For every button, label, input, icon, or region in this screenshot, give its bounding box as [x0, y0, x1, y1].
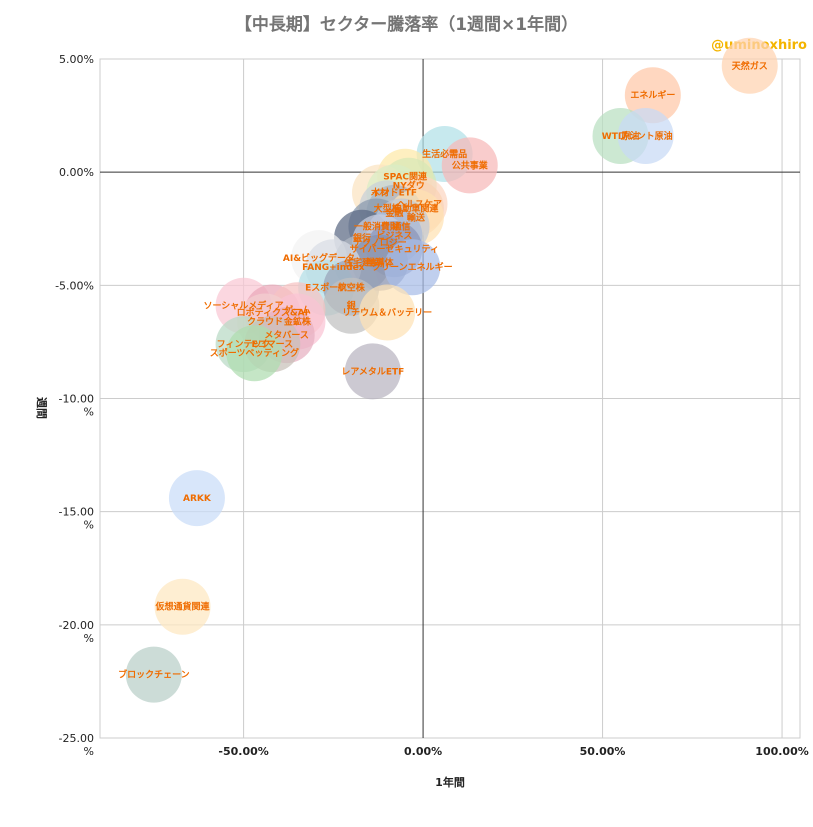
- bubble-label: NYダウ: [393, 180, 425, 192]
- bubble-label: 一般消費財: [354, 220, 399, 232]
- bubble-label: WTI原油: [602, 130, 639, 142]
- bubble-label: 仮想通貨関連: [155, 601, 211, 613]
- y-tick-label: -5.00%: [55, 279, 94, 292]
- bubble-label: 半導体: [366, 257, 394, 269]
- y-tick-label: -15.00%: [59, 506, 94, 532]
- chart-title: 【中長期】セクター騰落率（1週間×1年間）: [234, 15, 579, 35]
- grid-layer: [99, 58, 801, 739]
- bubble-label: ブレント原油: [619, 130, 673, 142]
- bubble-point[interactable]: [721, 37, 778, 94]
- bubble-label: 住宅建設: [344, 257, 381, 269]
- bubble-label: ロボティクス&AI: [237, 306, 308, 318]
- bubble-label: クリーンエネルギー: [372, 261, 453, 273]
- y-tick-label: -10.00%: [59, 393, 94, 419]
- bubble-label: エネルギー: [630, 89, 675, 101]
- bubble-label: レアメタルETF: [341, 365, 404, 377]
- x-axis-label: 1年間: [435, 775, 465, 789]
- bubble-label: FANG+index: [302, 263, 365, 273]
- bubble-label: 大型株: [374, 202, 402, 214]
- y-axis-label: 週間: [35, 397, 49, 419]
- bubble-label: 金融: [384, 207, 403, 219]
- bubble-label: SPAC関連: [383, 171, 428, 183]
- bubble-point[interactable]: [344, 343, 401, 400]
- bubble-label: スポーツベッティング: [210, 347, 299, 359]
- bubble-label: 公共事業: [452, 159, 489, 171]
- y-tick-label: -20.00%: [59, 619, 94, 645]
- bubble-label: 木材: [370, 187, 389, 199]
- bubble-label: 自動車関連: [393, 202, 439, 214]
- bubble-label: ビジネス: [376, 230, 412, 242]
- bubble-label: 輸送: [407, 211, 426, 223]
- bubble-label: サイバーセキュリティ: [350, 244, 439, 255]
- bubble-label: 生活必需品: [422, 148, 467, 160]
- y-tick-label: 5.00%: [59, 53, 94, 66]
- bubble-point[interactable]: [226, 325, 283, 382]
- bubble-label: AI&ビッグデータ: [283, 252, 355, 264]
- bubble-point[interactable]: [154, 578, 211, 635]
- bubble-label: 通信: [393, 220, 411, 232]
- x-tick-label: 50.00%: [580, 745, 626, 758]
- bubble-label: フィンテック: [217, 339, 271, 350]
- bubble-label: Eスポーツ: [305, 282, 347, 294]
- bubble-point[interactable]: [441, 137, 498, 194]
- x-tick-label: 100.00%: [755, 745, 808, 758]
- y-tick-label: 0.00%: [59, 166, 94, 179]
- x-tick-label: 0.00%: [404, 745, 442, 758]
- bubble-label: ARKK: [183, 494, 212, 504]
- bubble-point[interactable]: [384, 239, 441, 296]
- bubble-label: Eコマース: [251, 339, 293, 350]
- bubble-point[interactable]: [168, 470, 225, 527]
- bubble-label: 天然ガス: [732, 60, 768, 72]
- ticks-layer: -50.00% 0.00% 50.00% 100.00% 5.00% 0.00% -5.00…: [55, 53, 809, 758]
- bubble-label: ソーシャルメディア: [203, 300, 283, 312]
- bubble-point[interactable]: [125, 646, 182, 703]
- bubble-label: メタバース: [264, 329, 309, 341]
- bubble-label: インドETF: [372, 188, 417, 199]
- bubble-layer: [125, 37, 778, 703]
- bubble-label: テクノロジー: [353, 237, 406, 248]
- bubble-label: ブロックチェーン: [118, 669, 190, 681]
- bubble-point[interactable]: [359, 284, 416, 341]
- bubble-label: 銀: [347, 300, 356, 312]
- bubble-label: ヘルスケア: [397, 199, 442, 210]
- bubble-label: クラウド: [247, 317, 283, 328]
- bubble-label: リチウム＆バッテリー: [342, 307, 432, 318]
- bubble-label: 金鉱株: [283, 316, 312, 328]
- bubble-point[interactable]: [617, 107, 674, 164]
- bubble-label: 銀行: [353, 232, 371, 244]
- x-tick-label: -50.00%: [218, 745, 268, 758]
- y-tick-label: -25.00%: [59, 732, 94, 758]
- bubble-label: 航空株: [338, 282, 366, 294]
- bubble-label: ゲーム: [284, 304, 311, 316]
